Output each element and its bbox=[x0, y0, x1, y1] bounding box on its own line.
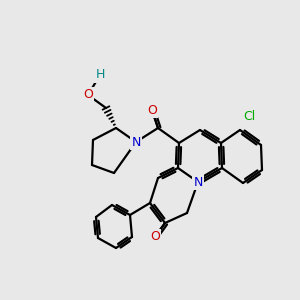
Text: Cl: Cl bbox=[243, 110, 255, 124]
Text: O: O bbox=[147, 103, 157, 116]
Text: O: O bbox=[83, 88, 93, 101]
Text: H: H bbox=[95, 68, 105, 82]
Text: N: N bbox=[131, 136, 141, 148]
Text: O: O bbox=[150, 230, 160, 244]
Text: N: N bbox=[193, 176, 203, 188]
